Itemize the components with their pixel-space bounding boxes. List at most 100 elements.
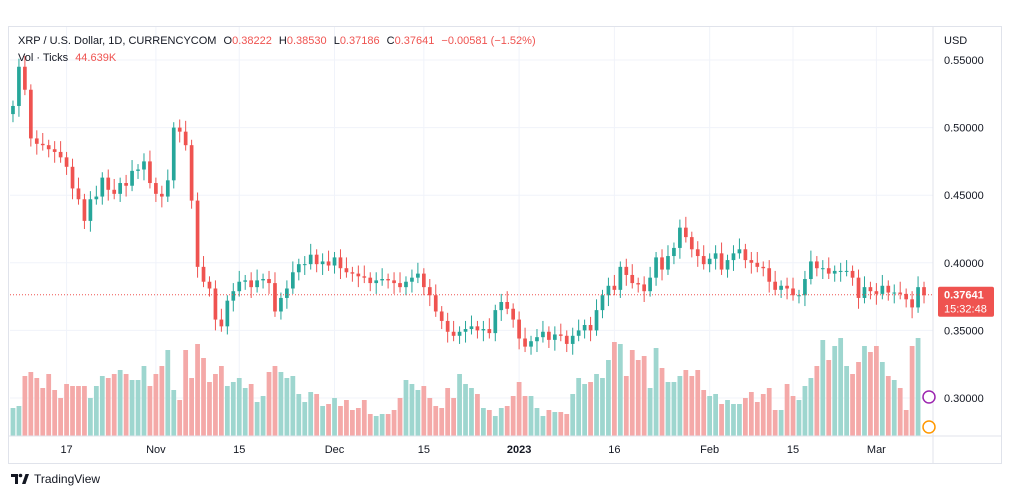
candle-body[interactable]: [874, 291, 879, 294]
candle-body[interactable]: [535, 337, 539, 342]
candle-body[interactable]: [803, 279, 807, 296]
candle-body[interactable]: [678, 227, 682, 248]
candle-body[interactable]: [541, 331, 545, 338]
event-marker-icon[interactable]: [922, 420, 936, 434]
candle-body[interactable]: [124, 183, 128, 186]
candle-body[interactable]: [576, 330, 581, 336]
candle-body[interactable]: [237, 281, 242, 292]
candle-body[interactable]: [350, 272, 355, 274]
candle-body[interactable]: [755, 262, 760, 267]
candle-body[interactable]: [499, 302, 504, 311]
candle-body[interactable]: [922, 287, 926, 296]
candle-body[interactable]: [725, 260, 730, 270]
candle-body[interactable]: [618, 266, 623, 290]
event-marker-icon[interactable]: [922, 390, 936, 404]
candle-body[interactable]: [249, 280, 254, 288]
candle-body[interactable]: [552, 334, 557, 340]
candle-body[interactable]: [910, 299, 914, 308]
candle-body[interactable]: [481, 329, 486, 331]
candle-body[interactable]: [785, 285, 789, 289]
candle-body[interactable]: [296, 264, 301, 273]
candle-body[interactable]: [767, 268, 772, 282]
candle-body[interactable]: [285, 288, 289, 298]
candle-body[interactable]: [58, 151, 63, 158]
candle-body[interactable]: [386, 279, 390, 281]
candle-body[interactable]: [94, 196, 99, 200]
candle-body[interactable]: [279, 297, 283, 312]
candle-body[interactable]: [326, 261, 331, 266]
candle-body[interactable]: [529, 341, 533, 347]
candle-body[interactable]: [189, 145, 194, 201]
candle-body[interactable]: [826, 268, 831, 274]
candle-body[interactable]: [445, 320, 450, 332]
candle-body[interactable]: [11, 105, 15, 115]
candle-body[interactable]: [844, 270, 849, 272]
candle-body[interactable]: [64, 157, 69, 167]
candle-body[interactable]: [487, 329, 492, 334]
candle-body[interactable]: [416, 273, 420, 278]
candle-body[interactable]: [410, 277, 414, 282]
candle-body[interactable]: [695, 249, 700, 257]
candle-body[interactable]: [88, 199, 93, 221]
candle-body[interactable]: [886, 285, 891, 293]
candle-body[interactable]: [749, 260, 754, 263]
chart-frame[interactable]: [8, 26, 1002, 464]
candle-body[interactable]: [231, 291, 236, 301]
candle-body[interactable]: [165, 180, 170, 197]
candle-body[interactable]: [392, 280, 396, 284]
candle-body[interactable]: [338, 257, 343, 269]
candle-body[interactable]: [731, 253, 736, 261]
candle-body[interactable]: [374, 280, 379, 284]
candle-body[interactable]: [761, 266, 766, 269]
candle-body[interactable]: [368, 277, 373, 284]
candle-body[interactable]: [582, 324, 587, 331]
candle-body[interactable]: [159, 193, 164, 197]
candle-body[interactable]: [148, 161, 152, 184]
candle-body[interactable]: [136, 169, 140, 171]
candle-body[interactable]: [737, 249, 742, 254]
candle-body[interactable]: [838, 270, 843, 272]
candle-body[interactable]: [356, 273, 361, 277]
candle-body[interactable]: [612, 285, 617, 290]
candle-body[interactable]: [362, 276, 367, 278]
candle-body[interactable]: [308, 254, 313, 265]
candle-body[interactable]: [427, 287, 432, 296]
candle-body[interactable]: [564, 335, 569, 344]
candle-body[interactable]: [213, 288, 218, 320]
candle-body[interactable]: [743, 249, 748, 261]
candle-body[interactable]: [904, 293, 909, 300]
last-price-tag[interactable]: [938, 286, 994, 317]
candle-body[interactable]: [814, 261, 819, 269]
candle-body[interactable]: [475, 326, 480, 331]
candle-body[interactable]: [862, 287, 867, 298]
candle-body[interactable]: [28, 89, 33, 139]
candle-body[interactable]: [23, 66, 27, 90]
candle-body[interactable]: [154, 183, 158, 194]
candle-body[interactable]: [40, 143, 45, 146]
candle-body[interactable]: [809, 261, 813, 280]
candle-body[interactable]: [892, 292, 897, 294]
candle-body[interactable]: [868, 287, 873, 292]
candle-body[interactable]: [624, 266, 629, 275]
candle-body[interactable]: [332, 257, 337, 266]
candle-body[interactable]: [34, 138, 39, 144]
candle-body[interactable]: [779, 285, 783, 290]
candle-body[interactable]: [421, 273, 426, 288]
candle-body[interactable]: [255, 280, 259, 288]
candle-body[interactable]: [600, 295, 605, 311]
candle-body[interactable]: [267, 279, 271, 284]
candle-body[interactable]: [70, 166, 75, 189]
candle-body[interactable]: [570, 335, 575, 344]
candle-body[interactable]: [594, 310, 599, 331]
candle-body[interactable]: [380, 279, 385, 281]
candle-body[interactable]: [195, 200, 200, 267]
tradingview-footer[interactable]: TradingView: [10, 472, 100, 486]
candle-body[interactable]: [606, 285, 611, 296]
candle-body[interactable]: [707, 258, 712, 265]
candle-body[interactable]: [142, 161, 146, 170]
candle-body[interactable]: [880, 285, 885, 294]
candle-body[interactable]: [457, 331, 462, 336]
candle-body[interactable]: [52, 149, 57, 152]
candle-body[interactable]: [493, 310, 498, 334]
candle-body[interactable]: [302, 264, 307, 266]
